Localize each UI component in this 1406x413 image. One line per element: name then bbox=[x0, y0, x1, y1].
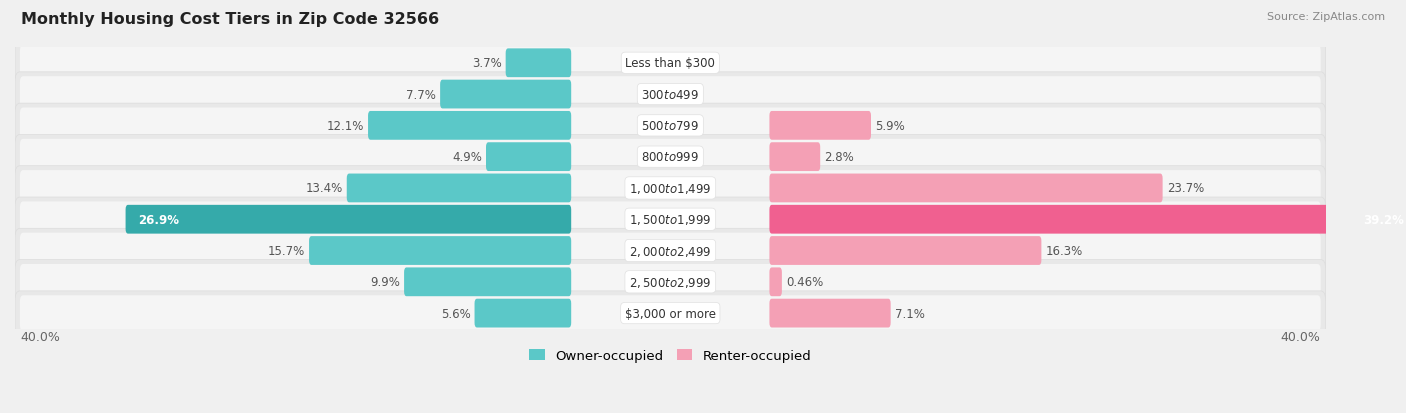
Text: 7.1%: 7.1% bbox=[894, 307, 925, 320]
FancyBboxPatch shape bbox=[769, 174, 1163, 203]
Text: 2.8%: 2.8% bbox=[824, 151, 853, 164]
FancyBboxPatch shape bbox=[769, 299, 890, 328]
FancyBboxPatch shape bbox=[15, 41, 1326, 86]
FancyBboxPatch shape bbox=[15, 229, 1326, 273]
Text: Monthly Housing Cost Tiers in Zip Code 32566: Monthly Housing Cost Tiers in Zip Code 3… bbox=[21, 12, 439, 27]
Text: 23.7%: 23.7% bbox=[1167, 182, 1204, 195]
Text: $800 to $999: $800 to $999 bbox=[641, 151, 699, 164]
Text: $300 to $499: $300 to $499 bbox=[641, 88, 699, 101]
Text: 5.9%: 5.9% bbox=[875, 119, 905, 133]
FancyBboxPatch shape bbox=[769, 237, 1042, 265]
FancyBboxPatch shape bbox=[15, 260, 1326, 304]
Text: 39.2%: 39.2% bbox=[1364, 213, 1405, 226]
FancyBboxPatch shape bbox=[20, 140, 1320, 175]
FancyBboxPatch shape bbox=[15, 104, 1326, 148]
FancyBboxPatch shape bbox=[769, 205, 1406, 234]
FancyBboxPatch shape bbox=[15, 197, 1326, 242]
FancyBboxPatch shape bbox=[15, 291, 1326, 335]
Text: $1,000 to $1,499: $1,000 to $1,499 bbox=[628, 181, 711, 195]
FancyBboxPatch shape bbox=[20, 264, 1320, 300]
FancyBboxPatch shape bbox=[20, 233, 1320, 269]
Text: 5.6%: 5.6% bbox=[440, 307, 471, 320]
FancyBboxPatch shape bbox=[20, 296, 1320, 331]
Text: 9.9%: 9.9% bbox=[370, 275, 399, 289]
Text: $2,500 to $2,999: $2,500 to $2,999 bbox=[628, 275, 711, 289]
Text: 26.9%: 26.9% bbox=[138, 213, 179, 226]
Text: 0.46%: 0.46% bbox=[786, 275, 824, 289]
FancyBboxPatch shape bbox=[769, 112, 870, 140]
FancyBboxPatch shape bbox=[15, 73, 1326, 117]
Text: $1,500 to $1,999: $1,500 to $1,999 bbox=[628, 213, 711, 227]
FancyBboxPatch shape bbox=[769, 143, 820, 172]
Text: 7.7%: 7.7% bbox=[406, 88, 436, 101]
FancyBboxPatch shape bbox=[20, 171, 1320, 206]
Text: 15.7%: 15.7% bbox=[267, 244, 305, 257]
FancyBboxPatch shape bbox=[15, 166, 1326, 211]
FancyBboxPatch shape bbox=[486, 143, 571, 172]
FancyBboxPatch shape bbox=[20, 202, 1320, 237]
Text: Less than $300: Less than $300 bbox=[626, 57, 716, 70]
Text: $2,000 to $2,499: $2,000 to $2,499 bbox=[628, 244, 711, 258]
Text: $3,000 or more: $3,000 or more bbox=[624, 307, 716, 320]
Text: 3.7%: 3.7% bbox=[472, 57, 502, 70]
Text: 40.0%: 40.0% bbox=[20, 330, 60, 344]
FancyBboxPatch shape bbox=[440, 81, 571, 109]
Text: 13.4%: 13.4% bbox=[305, 182, 343, 195]
FancyBboxPatch shape bbox=[309, 237, 571, 265]
Text: Source: ZipAtlas.com: Source: ZipAtlas.com bbox=[1267, 12, 1385, 22]
Text: 12.1%: 12.1% bbox=[326, 119, 364, 133]
FancyBboxPatch shape bbox=[769, 268, 782, 297]
Text: 40.0%: 40.0% bbox=[1281, 330, 1320, 344]
FancyBboxPatch shape bbox=[368, 112, 571, 140]
FancyBboxPatch shape bbox=[347, 174, 571, 203]
FancyBboxPatch shape bbox=[20, 108, 1320, 144]
FancyBboxPatch shape bbox=[506, 49, 571, 78]
FancyBboxPatch shape bbox=[20, 46, 1320, 81]
FancyBboxPatch shape bbox=[20, 77, 1320, 113]
FancyBboxPatch shape bbox=[475, 299, 571, 328]
FancyBboxPatch shape bbox=[15, 135, 1326, 179]
Text: $500 to $799: $500 to $799 bbox=[641, 119, 699, 133]
FancyBboxPatch shape bbox=[404, 268, 571, 297]
Text: 4.9%: 4.9% bbox=[453, 151, 482, 164]
Legend: Owner-occupied, Renter-occupied: Owner-occupied, Renter-occupied bbox=[523, 343, 817, 367]
Text: 16.3%: 16.3% bbox=[1046, 244, 1083, 257]
FancyBboxPatch shape bbox=[125, 205, 571, 234]
